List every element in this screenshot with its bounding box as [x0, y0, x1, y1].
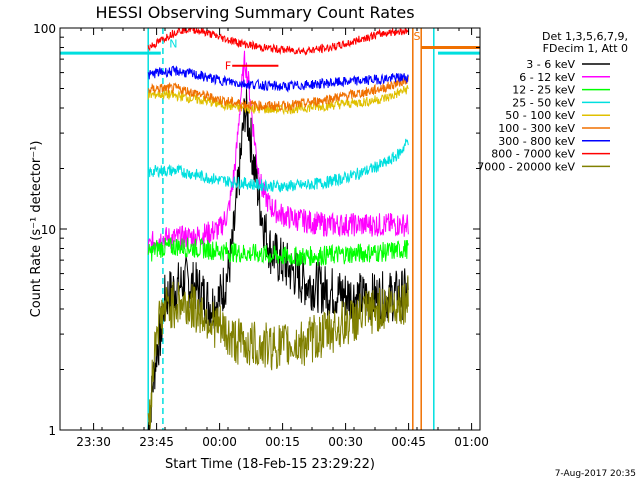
series-line-6-12-kev	[147, 50, 409, 256]
series-line-300-800-kev	[147, 65, 409, 93]
y-tick-label: 1	[48, 424, 56, 438]
legend-entry-label: 50 - 100 keV	[505, 109, 575, 122]
series-line-25-50-kev	[147, 138, 409, 193]
x-tick-label: 01:00	[454, 435, 489, 449]
legend-entry-label: 800 - 7000 keV	[491, 148, 575, 161]
legend-entry-label: 25 - 50 keV	[512, 96, 575, 109]
x-tick-label: 00:45	[391, 435, 426, 449]
series-line-12-25-kev	[147, 237, 409, 267]
y-tick-label: 10	[41, 223, 56, 237]
legend-entry-label: 7000 - 20000 keV	[477, 160, 575, 173]
axes-layer: 23:30 23:45 00:00 00:15 00:30 00:45 01:00 1 10 10…	[33, 22, 489, 449]
legend-entry-label: 100 - 300 keV	[498, 122, 575, 135]
legend-header-line: FDecim 1, Att 0	[543, 42, 628, 55]
x-axis-label: Start Time (18-Feb-15 23:29:22)	[165, 457, 375, 472]
legend-entry-label: 3 - 6 keV	[526, 58, 575, 71]
x-tick-label: 00:00	[202, 435, 237, 449]
legend: Det 1,3,5,6,7,9,FDecim 1, Att 0 3 - 6 keV…	[477, 30, 628, 173]
x-tick-label: 00:15	[265, 435, 300, 449]
marker-lines-layer	[60, 28, 480, 430]
annotation-layer: N F S	[169, 30, 420, 73]
y-tick-label: 100	[33, 22, 56, 36]
legend-entry-label: 12 - 25 keV	[512, 84, 575, 97]
x-tick-label: 23:45	[139, 435, 174, 449]
legend-entry-label: 300 - 800 keV	[498, 135, 575, 148]
series-layer	[147, 28, 409, 430]
series-line-7000-20000-kev	[147, 275, 409, 429]
chart-title: HESSI Observing Summary Count Rates	[95, 3, 414, 22]
series-line-100-300-kev	[147, 76, 409, 112]
annotation-label-s: S	[414, 30, 421, 43]
series-line-800-7000-kev	[147, 28, 409, 56]
x-tick-label: 00:30	[328, 435, 363, 449]
x-tick-label: 23:30	[76, 435, 111, 449]
legend-entry-label: 6 - 12 keV	[519, 71, 575, 84]
plot-frame	[59, 27, 481, 431]
annotation-label-n: N	[169, 37, 177, 50]
footer-date: 7-Aug-2017 20:35	[555, 469, 636, 479]
annotation-label-f: F	[225, 60, 231, 73]
legend-header-line: Det 1,3,5,6,7,9,	[542, 30, 628, 43]
y-axis-label: Count Rate (s⁻¹ detector⁻¹)	[29, 141, 44, 318]
series-line-50-100-kev	[147, 85, 409, 116]
